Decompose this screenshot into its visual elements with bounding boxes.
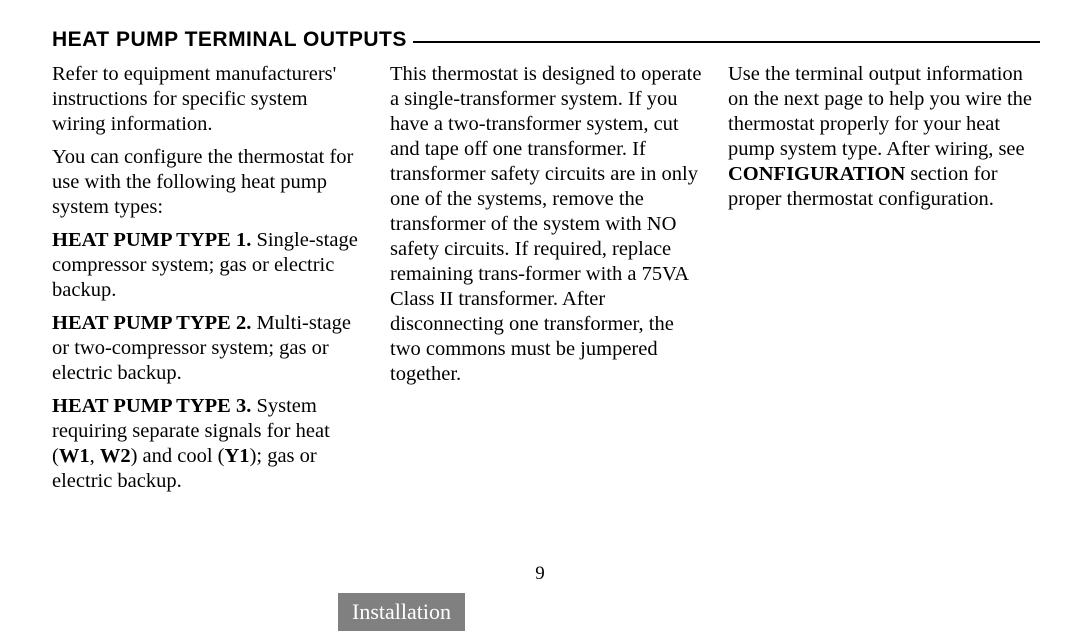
type3-w2: W2 [100, 445, 131, 467]
col1-para-2: You can configure the thermostat for use… [52, 145, 364, 220]
col3-pre: Use the terminal output information on t… [728, 63, 1032, 160]
type3-w1: W1 [59, 445, 90, 467]
type2-label: HEAT PUMP TYPE 2. [52, 312, 251, 334]
column-2: This thermostat is designed to operate a… [390, 62, 702, 502]
column-3: Use the terminal output information on t… [728, 62, 1040, 502]
col3-para-1: Use the terminal output information on t… [728, 62, 1040, 212]
col1-para-1: Refer to equipment manufacturers' instru… [52, 62, 364, 137]
section-tab: Installation [338, 593, 465, 631]
page: HEAT PUMP TERMINAL OUTPUTS Refer to equi… [0, 0, 1080, 631]
configuration-ref: CONFIGURATION [728, 163, 905, 185]
col2-para-1: This thermostat is designed to operate a… [390, 62, 702, 387]
heat-pump-type-3: HEAT PUMP TYPE 3. System requiring separ… [52, 394, 364, 494]
heat-pump-type-1: HEAT PUMP TYPE 1. Single-stage compresso… [52, 228, 364, 303]
column-1: Refer to equipment manufacturers' instru… [52, 62, 364, 502]
page-number: 9 [0, 563, 1080, 585]
body-columns: Refer to equipment manufacturers' instru… [52, 62, 1040, 502]
type3-mid1: , [90, 445, 100, 467]
type1-label: HEAT PUMP TYPE 1. [52, 229, 251, 251]
type3-mid2: ) and cool ( [131, 445, 225, 467]
type3-y1: Y1 [225, 445, 250, 467]
section-heading-row: HEAT PUMP TERMINAL OUTPUTS [52, 28, 1040, 52]
heat-pump-type-2: HEAT PUMP TYPE 2. Multi-stage or two-com… [52, 311, 364, 386]
type3-label: HEAT PUMP TYPE 3. [52, 395, 251, 417]
section-tab-label: Installation [352, 599, 451, 625]
section-heading: HEAT PUMP TERMINAL OUTPUTS [52, 28, 407, 52]
heading-rule [413, 41, 1040, 43]
